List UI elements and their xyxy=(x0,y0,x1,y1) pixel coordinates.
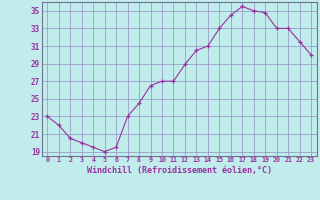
X-axis label: Windchill (Refroidissement éolien,°C): Windchill (Refroidissement éolien,°C) xyxy=(87,166,272,175)
